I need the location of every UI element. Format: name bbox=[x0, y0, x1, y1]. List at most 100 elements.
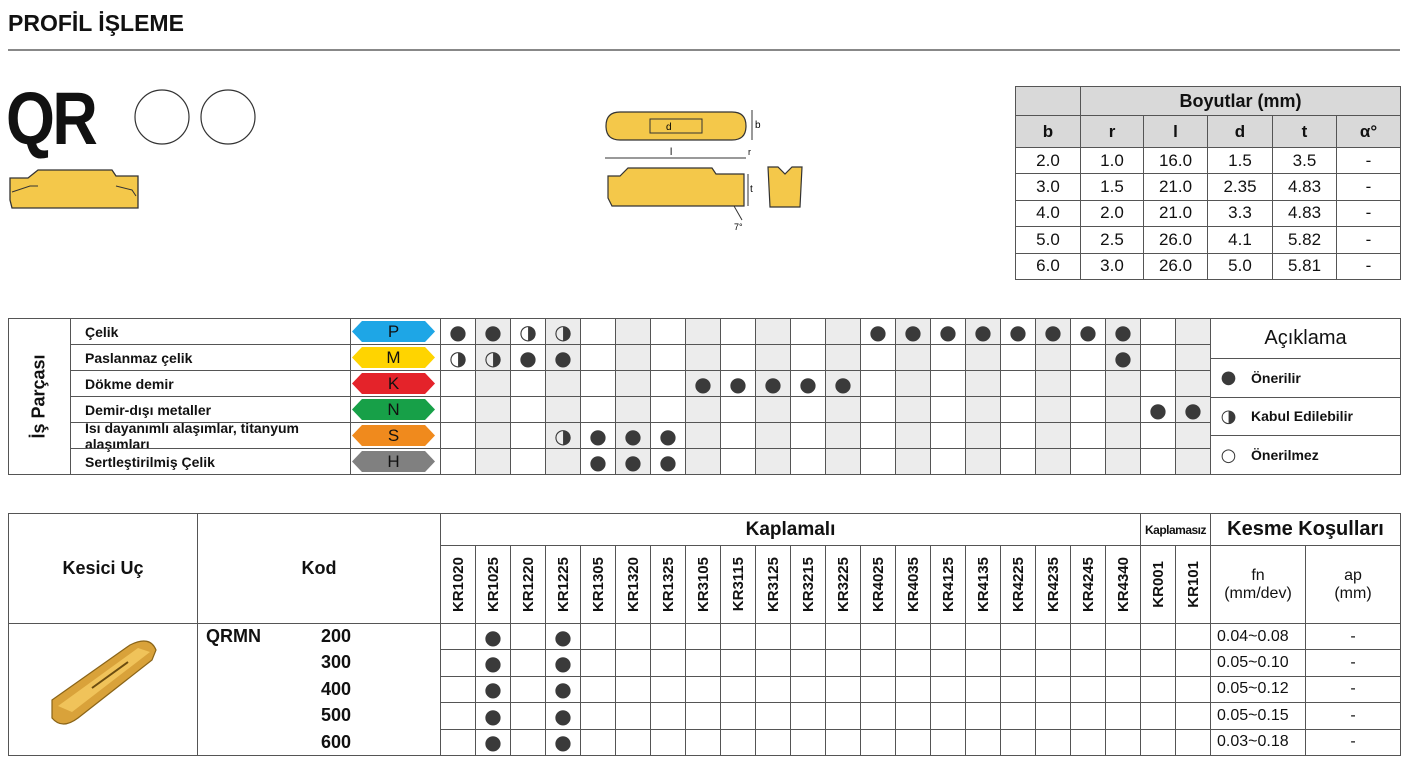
rating-cell bbox=[580, 675, 616, 704]
icon-circle bbox=[200, 89, 256, 145]
rating-cell bbox=[755, 675, 791, 704]
grade-cell: KR1220 bbox=[510, 545, 546, 624]
rating-cell: ● bbox=[685, 370, 721, 397]
rating-cell bbox=[720, 649, 756, 677]
dimension-cell: 2.5 bbox=[1080, 226, 1144, 254]
legend-symbol: ○ bbox=[1210, 435, 1246, 475]
rating-cell bbox=[755, 623, 791, 651]
rating-cell bbox=[1000, 649, 1036, 677]
rating-cell bbox=[650, 318, 686, 345]
rating-cell: ● bbox=[545, 344, 581, 371]
rating-cell bbox=[930, 448, 966, 475]
rating-cell bbox=[615, 649, 651, 677]
rating-cell bbox=[965, 422, 1001, 449]
rating-cell bbox=[545, 370, 581, 397]
rating-cell bbox=[1070, 422, 1106, 449]
rating-cell: ● bbox=[720, 370, 756, 397]
rating-cell: ● bbox=[475, 318, 511, 345]
rating-cell bbox=[685, 396, 721, 423]
rating-cell bbox=[930, 728, 966, 756]
rating-cell bbox=[755, 649, 791, 677]
dimension-column: r bbox=[1080, 115, 1144, 148]
rating-cell bbox=[510, 623, 546, 651]
grade-label: KR1020 bbox=[449, 556, 467, 613]
diagram-label: r bbox=[748, 147, 751, 157]
rating-cell bbox=[965, 344, 1001, 371]
rating-cell bbox=[650, 649, 686, 677]
rating-cell bbox=[580, 649, 616, 677]
code-header: Kod bbox=[197, 513, 441, 624]
rating-cell bbox=[1035, 344, 1071, 371]
rating-cell: ● bbox=[1105, 318, 1141, 345]
rating-cell bbox=[1000, 448, 1036, 475]
rating-cell bbox=[650, 396, 686, 423]
rating-cell bbox=[685, 675, 721, 704]
grade-cell: KR4135 bbox=[965, 545, 1001, 624]
rating-cell bbox=[580, 396, 616, 423]
rating-cell bbox=[580, 370, 616, 397]
rating-cell: ● bbox=[580, 422, 616, 449]
grade-cell: KR1325 bbox=[650, 545, 686, 624]
rating-cell: ● bbox=[545, 702, 581, 730]
rating-cell bbox=[825, 448, 861, 475]
rating-cell: ● bbox=[1105, 344, 1141, 371]
rating-cell: ● bbox=[545, 623, 581, 651]
rating-cell bbox=[510, 649, 546, 677]
rating-cell bbox=[685, 702, 721, 730]
rating-cell bbox=[1000, 344, 1036, 371]
insert-image-slot bbox=[91, 661, 129, 689]
rating-cell bbox=[1140, 702, 1176, 730]
rating-cell bbox=[930, 702, 966, 730]
rating-cell bbox=[895, 370, 931, 397]
rating-cell: ● bbox=[545, 649, 581, 677]
grade-label: KR1220 bbox=[519, 556, 537, 613]
rating-cell bbox=[790, 675, 826, 704]
material-name: Sertleştirilmiş Çelik bbox=[70, 448, 351, 475]
dimension-cell: 4.83 bbox=[1272, 199, 1337, 228]
rating-cell bbox=[720, 728, 756, 756]
fn-cell: 0.05~0.10 bbox=[1210, 649, 1306, 677]
rating-cell: ● bbox=[1000, 318, 1036, 345]
rating-cell bbox=[825, 623, 861, 651]
rating-cell bbox=[720, 448, 756, 475]
rating-cell bbox=[1105, 370, 1141, 397]
grade-label: KR4035 bbox=[904, 556, 922, 613]
material-name: Isı dayanımlı alaşımlar, titanyum alaşım… bbox=[70, 420, 351, 452]
diagram-label: b bbox=[755, 120, 761, 131]
rating-cell bbox=[580, 344, 616, 371]
fn-cell: 0.05~0.12 bbox=[1210, 675, 1306, 704]
rating-cell bbox=[1000, 702, 1036, 730]
dimension-cell: 2.0 bbox=[1080, 199, 1144, 228]
grade-label: KR4225 bbox=[1009, 556, 1027, 613]
dimension-cell: - bbox=[1336, 226, 1401, 254]
rating-cell bbox=[475, 396, 511, 423]
rating-cell bbox=[510, 422, 546, 449]
grade-label: KR4125 bbox=[939, 556, 957, 613]
rating-cell: ● bbox=[615, 422, 651, 449]
rating-cell bbox=[440, 396, 476, 423]
rating-cell: ● bbox=[1035, 318, 1071, 345]
rating-cell bbox=[895, 649, 931, 677]
rating-cell bbox=[1105, 675, 1141, 704]
dimension-cell: 5.0 bbox=[1015, 226, 1081, 254]
grade-cell: KR3125 bbox=[755, 545, 791, 624]
grade-label: KR3105 bbox=[694, 556, 712, 613]
grade-label: KR4340 bbox=[1114, 556, 1132, 613]
rating-cell bbox=[440, 728, 476, 756]
rating-cell bbox=[1000, 675, 1036, 704]
dimension-cell: 16.0 bbox=[1143, 147, 1208, 175]
insert-header: Kesici Uç bbox=[8, 513, 198, 624]
rating-cell bbox=[510, 702, 546, 730]
rating-cell bbox=[825, 422, 861, 449]
material-code: S bbox=[352, 425, 435, 446]
rating-cell: ● bbox=[475, 649, 511, 677]
dimension-column: b bbox=[1015, 115, 1081, 148]
rating-cell bbox=[615, 623, 651, 651]
dimension-cell: - bbox=[1336, 147, 1401, 175]
diagram-label: d bbox=[666, 122, 672, 133]
rating-cell bbox=[895, 623, 931, 651]
diagram-label: t bbox=[750, 184, 753, 195]
rating-cell bbox=[825, 702, 861, 730]
rating-cell bbox=[475, 370, 511, 397]
diagram-label: l bbox=[670, 147, 672, 158]
